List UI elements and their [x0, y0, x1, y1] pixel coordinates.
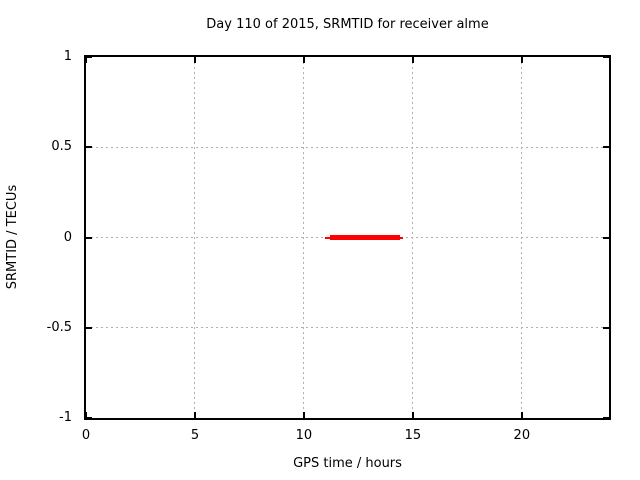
series-line-core	[330, 235, 400, 240]
y-tick-label: 0	[63, 229, 72, 245]
y-tick-mark-mirror	[603, 326, 609, 329]
gridline-vertical	[303, 57, 305, 418]
plot-area	[84, 55, 611, 420]
x-tick-mark	[85, 412, 87, 418]
x-tick-mark-mirror	[85, 57, 87, 63]
y-tick-label: -1	[59, 410, 72, 425]
y-tick-mark	[86, 146, 92, 149]
x-tick-mark-mirror	[520, 57, 523, 63]
x-tick-label: 10	[295, 428, 313, 443]
gridline-vertical	[412, 57, 414, 418]
gridline-horizontal	[86, 327, 609, 329]
x-tick-mark-mirror	[193, 57, 196, 63]
y-tick-mark-mirror	[603, 146, 609, 149]
gridline-vertical	[194, 57, 196, 418]
x-tick-mark	[302, 412, 305, 418]
y-tick-label: -0.5	[46, 319, 72, 335]
x-tick-label: 0	[81, 428, 91, 443]
gridline-horizontal	[86, 146, 609, 148]
x-tick-label: 15	[404, 428, 422, 443]
x-tick-label: 5	[190, 428, 200, 443]
y-tick-mark-mirror	[603, 56, 609, 58]
x-tick-mark-mirror	[302, 57, 305, 63]
gridline-vertical	[521, 57, 523, 418]
chart-title: Day 110 of 2015, SRMTID for receiver alm…	[206, 17, 489, 32]
y-tick-mark	[86, 326, 92, 329]
y-tick-mark-mirror	[603, 236, 609, 239]
x-tick-mark-mirror	[411, 57, 414, 63]
y-tick-mark	[86, 56, 92, 58]
x-axis-title: GPS time / hours	[293, 456, 402, 471]
x-tick-mark	[411, 412, 414, 418]
x-tick-mark	[193, 412, 196, 418]
y-tick-label: 1	[63, 49, 72, 64]
y-tick-mark-mirror	[603, 417, 609, 419]
x-tick-label: 20	[513, 428, 531, 443]
y-tick-mark	[86, 236, 92, 239]
y-tick-label: 0.5	[51, 139, 72, 155]
y-tick-mark	[86, 417, 92, 419]
x-tick-mark	[520, 412, 523, 418]
